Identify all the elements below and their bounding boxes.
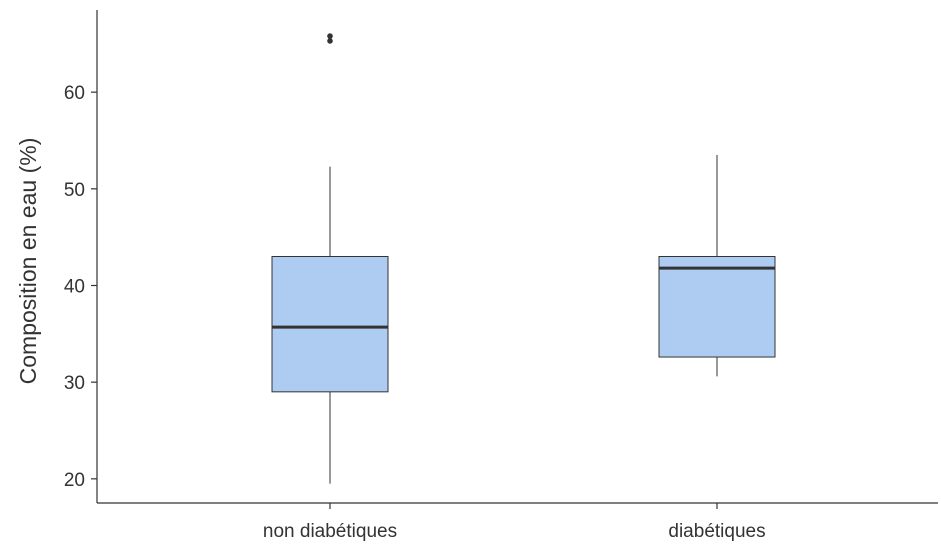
y-axis-title: Composition en eau (%) xyxy=(15,138,41,385)
outlier-point xyxy=(327,38,333,44)
x-tick-label: non diabétiques xyxy=(263,521,397,542)
axes: 20 30 40 50 60 non diabétiques diabétiques xyxy=(64,10,938,542)
box-group xyxy=(658,155,776,377)
y-tick-label: 30 xyxy=(64,373,85,394)
box-iqr xyxy=(658,256,776,358)
outlier-point xyxy=(327,33,333,39)
box-group xyxy=(271,33,389,484)
y-tick-label: 20 xyxy=(64,470,85,491)
boxes xyxy=(271,33,776,484)
y-tick-label: 60 xyxy=(64,83,85,104)
x-tick-label: diabétiques xyxy=(668,521,765,542)
box-iqr xyxy=(271,256,389,393)
y-tick-label: 50 xyxy=(64,180,85,201)
y-tick-label: 40 xyxy=(64,277,85,298)
